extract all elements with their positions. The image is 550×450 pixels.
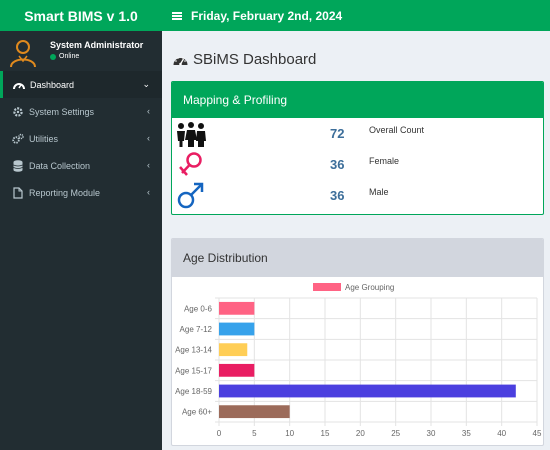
x-tick-label: 0: [217, 429, 222, 438]
bar-age-7-12: [219, 322, 255, 336]
age-distribution-panel: Age Distribution Age Grouping 0 5 10 15 20 25 3…: [171, 238, 544, 446]
chevron-left-icon: ‹: [147, 160, 150, 170]
sidebar-item-label: Data Collection: [29, 160, 91, 171]
gear-icon: [12, 106, 24, 118]
user-status: Online: [50, 53, 79, 60]
page-title-text: SBiMS Dashboard: [193, 51, 317, 68]
x-tick-label: 45: [533, 429, 542, 438]
y-tick-label: Age 7-12: [180, 325, 213, 334]
avatar: [10, 40, 36, 68]
y-tick-label: Age 60+: [182, 408, 212, 417]
sidebar: System Administrator Online Dashboard ⌄ …: [0, 31, 162, 450]
user-status-label: Online: [59, 53, 80, 60]
sidebar-item-data-collection[interactable]: Data Collection ‹: [0, 152, 162, 179]
top-header: Friday, February 2nd, 2024: [162, 0, 550, 31]
age-distribution-chart: Age Grouping 0 5 10 15 20 25 30 35 40 45 Age 0-6 Age…: [175, 283, 542, 438]
bar-age-13-14: [219, 343, 248, 357]
user-name: System Administrator: [50, 40, 144, 50]
sidebar-menu: Dashboard ⌄ System Settings ‹ Utilities …: [0, 71, 162, 206]
sidebar-item-label: Utilities: [29, 133, 59, 144]
stat-overall-count: 72 Overall Count: [172, 119, 543, 149]
stat-male: 36 Male: [172, 181, 543, 211]
legend-swatch: [313, 283, 341, 291]
male-icon: [177, 182, 204, 209]
header-date: Friday, February 2nd, 2024: [191, 8, 343, 23]
x-tick-label: 30: [427, 429, 436, 438]
sidebar-item-reporting-module[interactable]: Reporting Module ‹: [0, 179, 162, 206]
x-tick-label: 20: [356, 429, 365, 438]
app-title: Smart BIMS v 1.0: [24, 7, 138, 24]
panel-title: Mapping & Profiling: [183, 93, 288, 107]
x-tick-label: 40: [497, 429, 506, 438]
x-tick-label: 35: [462, 429, 471, 438]
stat-label: Overall Count: [369, 125, 425, 135]
bar-age-15-17: [219, 363, 255, 377]
female-icon: [179, 152, 202, 176]
stat-female: 36 Female: [172, 150, 543, 180]
y-tick-label: Age 18-59: [175, 387, 212, 396]
mapping-profiling-panel: Mapping & Profiling 72 Overall Count 36 …: [171, 81, 544, 215]
bar-age-0-6: [219, 301, 255, 315]
chevron-down-icon: ⌄: [142, 79, 150, 89]
dashboard-icon: [173, 57, 188, 66]
gears-icon: [12, 133, 24, 145]
legend-label: Age Grouping: [345, 283, 394, 292]
chevron-left-icon: ‹: [147, 106, 150, 116]
stat-label: Male: [369, 187, 389, 197]
user-panel: System Administrator Online: [0, 31, 162, 71]
y-tick-label: Age 15-17: [175, 366, 212, 375]
stat-value: 36: [330, 188, 345, 203]
x-tick-label: 5: [252, 429, 257, 438]
bar-age-60-: [219, 405, 290, 419]
stat-value: 36: [330, 157, 345, 172]
sidebar-item-label: System Settings: [29, 106, 95, 117]
panel-title: Age Distribution: [183, 251, 268, 265]
sidebar-item-label: Dashboard: [30, 79, 75, 90]
y-tick-label: Age 13-14: [175, 346, 212, 355]
y-tick-label: Age 0-6: [184, 304, 213, 313]
panel-heading: Mapping & Profiling: [172, 82, 543, 118]
bar-age-18-59: [219, 384, 516, 398]
menu-toggle-icon[interactable]: [172, 11, 182, 20]
app-brand[interactable]: Smart BIMS v 1.0: [0, 0, 162, 31]
x-tick-label: 15: [321, 429, 330, 438]
chevron-left-icon: ‹: [147, 187, 150, 197]
stat-value: 72: [330, 126, 345, 141]
dashboard-icon: [13, 79, 25, 91]
stat-label: Female: [369, 156, 400, 166]
sidebar-item-label: Reporting Module: [29, 187, 101, 198]
online-dot-icon: [50, 53, 56, 60]
sidebar-item-system-settings[interactable]: System Settings ‹: [0, 98, 162, 125]
x-tick-label: 10: [285, 429, 294, 438]
sidebar-item-dashboard[interactable]: Dashboard ⌄: [0, 71, 162, 98]
file-icon: [12, 186, 24, 199]
database-icon: [12, 159, 24, 172]
panel-heading: Age Distribution: [172, 239, 543, 277]
sidebar-item-utilities[interactable]: Utilities ‹: [0, 125, 162, 152]
x-tick-label: 25: [391, 429, 400, 438]
chevron-left-icon: ‹: [147, 133, 150, 143]
people-icon: [177, 122, 206, 147]
page-title: SBiMS Dashboard: [172, 51, 316, 68]
